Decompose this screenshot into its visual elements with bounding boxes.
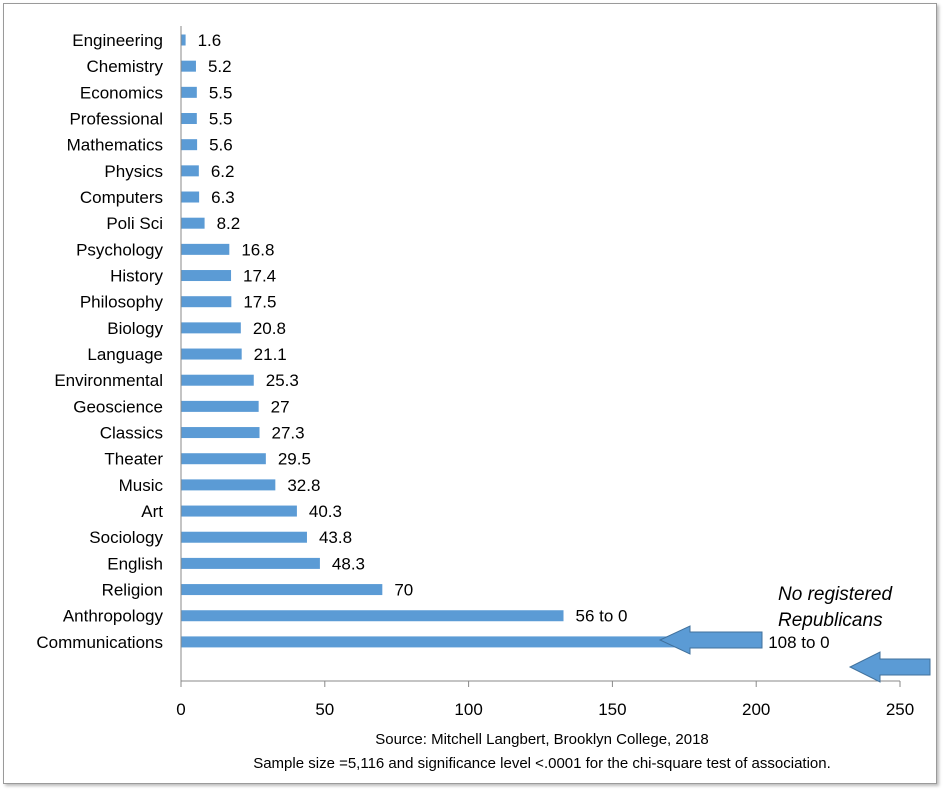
x-tick-label: 50 <box>315 700 334 719</box>
data-label: 27.3 <box>272 424 305 443</box>
category-label: Computers <box>80 188 163 207</box>
x-tick-label: 250 <box>886 700 914 719</box>
data-label: 5.5 <box>209 110 233 129</box>
data-label: 29.5 <box>278 450 311 469</box>
category-label: Classics <box>100 424 163 443</box>
bar <box>181 348 242 360</box>
category-label: Psychology <box>76 240 163 259</box>
bar <box>181 60 196 72</box>
arrow-icon-anthropology <box>658 625 763 655</box>
bar <box>181 636 757 648</box>
bar <box>181 34 186 46</box>
data-label: 56 to 0 <box>576 607 628 626</box>
category-label: Sociology <box>89 528 163 547</box>
data-label: 21.1 <box>254 345 287 364</box>
data-label: 8.2 <box>217 214 241 233</box>
category-label: Chemistry <box>86 57 163 76</box>
data-label: 25.3 <box>266 371 299 390</box>
data-label: 16.8 <box>241 240 274 259</box>
data-label: 70 <box>394 581 413 600</box>
category-label: Biology <box>107 319 163 338</box>
category-label: Geoscience <box>73 397 163 416</box>
category-label: Physics <box>104 162 163 181</box>
category-label: Communications <box>36 633 163 652</box>
bar <box>181 479 276 491</box>
bar <box>181 557 320 569</box>
bar <box>181 584 383 596</box>
bar <box>181 165 199 177</box>
x-tick-label: 0 <box>176 700 185 719</box>
x-tick-label: 100 <box>454 700 482 719</box>
bar <box>181 427 260 439</box>
category-label: History <box>110 267 163 286</box>
x-tick-label: 200 <box>742 700 770 719</box>
category-label: Economics <box>80 83 163 102</box>
data-label: 20.8 <box>253 319 286 338</box>
category-label: Mathematics <box>67 136 163 155</box>
bar <box>181 270 232 282</box>
data-label: 40.3 <box>309 502 342 521</box>
category-label: Theater <box>104 450 163 469</box>
data-label: 43.8 <box>319 528 352 547</box>
data-label: 6.2 <box>211 162 235 181</box>
arrow-icon-communications <box>848 651 931 683</box>
data-label: 48.3 <box>332 554 365 573</box>
data-label: 27 <box>271 397 290 416</box>
data-label: 5.5 <box>209 83 233 102</box>
category-label: Music <box>119 476 164 495</box>
data-label: 17.4 <box>243 267 276 286</box>
category-label: Language <box>87 345 163 364</box>
bar <box>181 139 198 151</box>
bar <box>181 113 197 125</box>
bar <box>181 374 254 386</box>
source-line-1: Source: Mitchell Langbert, Brooklyn Coll… <box>375 731 709 748</box>
data-label: 5.2 <box>208 57 232 76</box>
bar <box>181 453 266 465</box>
chart-frame <box>3 3 937 784</box>
category-label: Art <box>141 502 163 521</box>
category-label: Poli Sci <box>106 214 163 233</box>
bar <box>181 217 205 229</box>
bar <box>181 322 241 334</box>
data-label: 17.5 <box>243 293 276 312</box>
category-label: Anthropology <box>63 607 164 626</box>
category-label: Professional <box>69 110 163 129</box>
data-label: 32.8 <box>287 476 320 495</box>
category-label: Philosophy <box>80 293 164 312</box>
category-label: Engineering <box>72 31 163 50</box>
bar <box>181 191 200 203</box>
annotation-line2: Republicans <box>778 610 883 631</box>
bar <box>181 243 230 255</box>
data-label: 6.3 <box>211 188 235 207</box>
data-label: 1.6 <box>198 31 222 50</box>
category-label: English <box>107 554 163 573</box>
bar <box>181 505 297 517</box>
data-label: 5.6 <box>209 136 233 155</box>
bar <box>181 610 564 622</box>
category-label: Environmental <box>54 371 163 390</box>
bar <box>181 86 197 98</box>
bar <box>181 296 232 308</box>
data-label: 108 to 0 <box>768 633 829 652</box>
bar <box>181 400 259 412</box>
bar <box>181 531 307 543</box>
source-line-2: Sample size =5,116 and significance leve… <box>253 755 831 772</box>
annotation-line1: No registered <box>778 584 893 605</box>
category-label: Religion <box>102 581 163 600</box>
x-tick-label: 150 <box>598 700 626 719</box>
